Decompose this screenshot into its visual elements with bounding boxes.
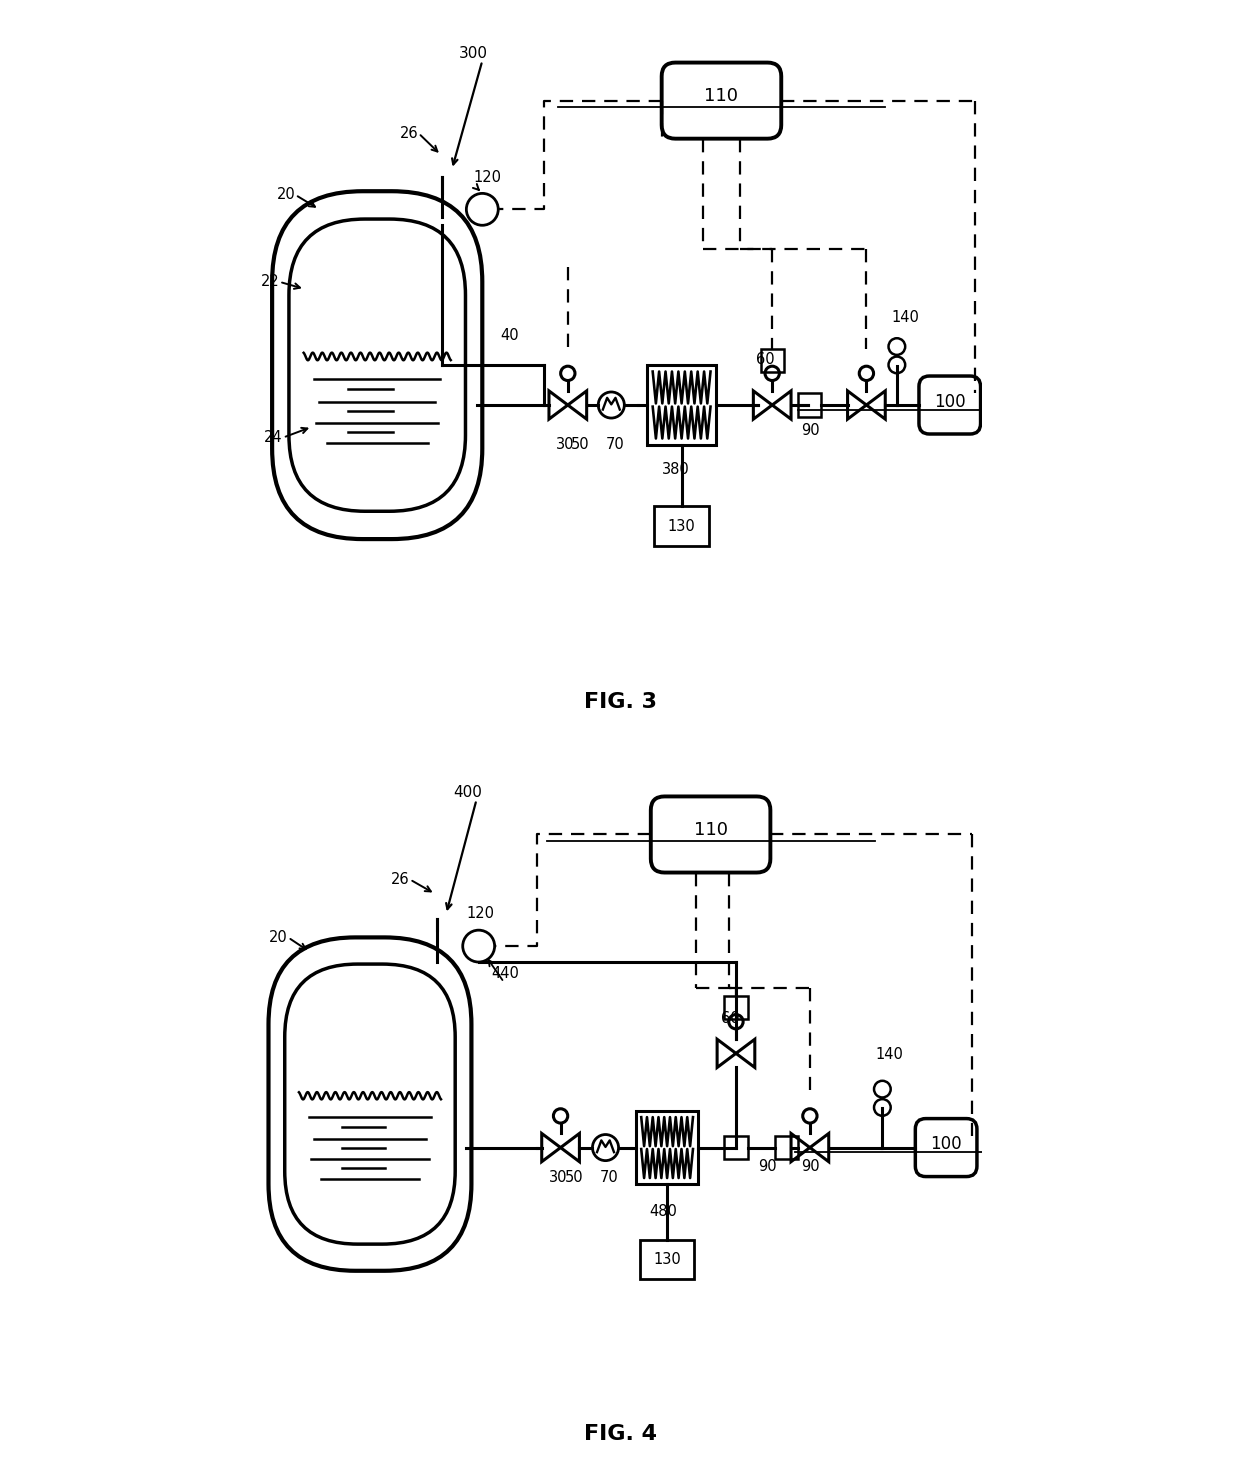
Text: 120: 120 <box>466 906 495 921</box>
Text: 70: 70 <box>600 1170 619 1186</box>
Text: 480: 480 <box>649 1203 677 1219</box>
Text: 440: 440 <box>491 966 518 981</box>
Text: FIG. 3: FIG. 3 <box>584 692 656 712</box>
Text: 140: 140 <box>875 1047 903 1061</box>
Text: 130: 130 <box>667 519 696 534</box>
Bar <box>647 366 715 444</box>
Text: 60: 60 <box>722 1010 740 1026</box>
Text: 30: 30 <box>549 1170 568 1186</box>
Text: 90: 90 <box>801 1159 820 1174</box>
Text: FIG. 4: FIG. 4 <box>584 1424 656 1444</box>
Text: 90: 90 <box>758 1159 776 1174</box>
Text: 70: 70 <box>605 437 624 452</box>
Text: 90: 90 <box>801 423 820 437</box>
Bar <box>724 1136 748 1159</box>
Text: 26: 26 <box>399 126 419 140</box>
Text: 24: 24 <box>264 430 283 444</box>
Bar <box>655 506 709 545</box>
Text: 130: 130 <box>653 1253 681 1268</box>
Text: 100: 100 <box>930 1135 962 1154</box>
Text: 380: 380 <box>662 462 689 478</box>
Text: 110: 110 <box>693 822 728 839</box>
Text: 20: 20 <box>277 187 295 202</box>
Bar <box>799 393 821 417</box>
Text: 300: 300 <box>459 45 489 61</box>
Text: 50: 50 <box>570 437 589 452</box>
Text: 110: 110 <box>704 88 739 105</box>
Text: 120: 120 <box>474 171 502 186</box>
Text: 40: 40 <box>501 329 520 344</box>
Text: 30: 30 <box>556 437 574 452</box>
Bar <box>640 1240 694 1279</box>
Text: 50: 50 <box>565 1170 584 1186</box>
Text: 100: 100 <box>934 392 966 411</box>
Text: 26: 26 <box>391 871 410 887</box>
Bar <box>636 1111 698 1184</box>
Text: 400: 400 <box>454 785 482 800</box>
Text: 140: 140 <box>892 310 920 325</box>
Bar <box>775 1136 799 1159</box>
Text: 60: 60 <box>756 351 775 367</box>
Text: 22: 22 <box>260 275 279 289</box>
Bar <box>724 996 748 1019</box>
Text: 20: 20 <box>269 930 288 944</box>
Bar <box>760 349 784 371</box>
